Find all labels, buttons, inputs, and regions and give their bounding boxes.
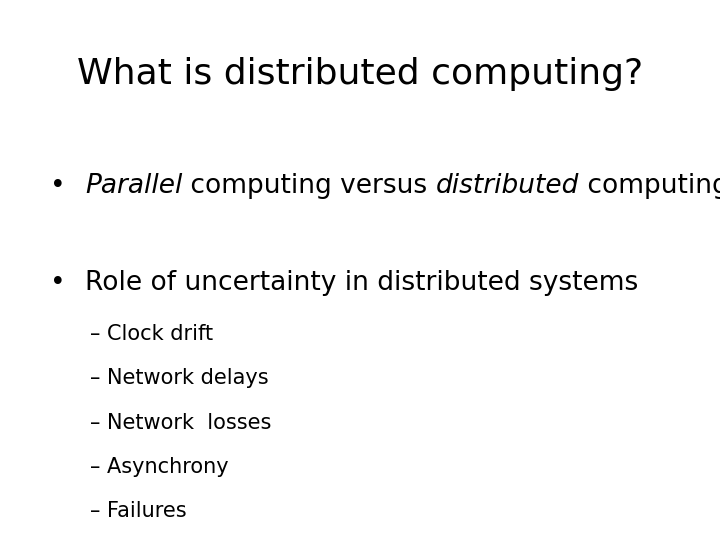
Text: – Clock drift: – Clock drift <box>90 324 213 344</box>
Text: – Network  losses: – Network losses <box>90 413 271 433</box>
Text: computing: computing <box>579 173 720 199</box>
Text: •: • <box>50 270 74 296</box>
Text: •: • <box>50 173 74 199</box>
Text: – Network delays: – Network delays <box>90 368 269 388</box>
Text: Role of uncertainty in distributed systems: Role of uncertainty in distributed syste… <box>85 270 638 296</box>
Text: distributed: distributed <box>436 173 579 199</box>
Text: computing versus: computing versus <box>182 173 436 199</box>
Text: What is distributed computing?: What is distributed computing? <box>77 57 643 91</box>
Text: Parallel: Parallel <box>85 173 182 199</box>
Text: – Asynchrony: – Asynchrony <box>90 457 229 477</box>
Text: – Failures: – Failures <box>90 501 186 521</box>
